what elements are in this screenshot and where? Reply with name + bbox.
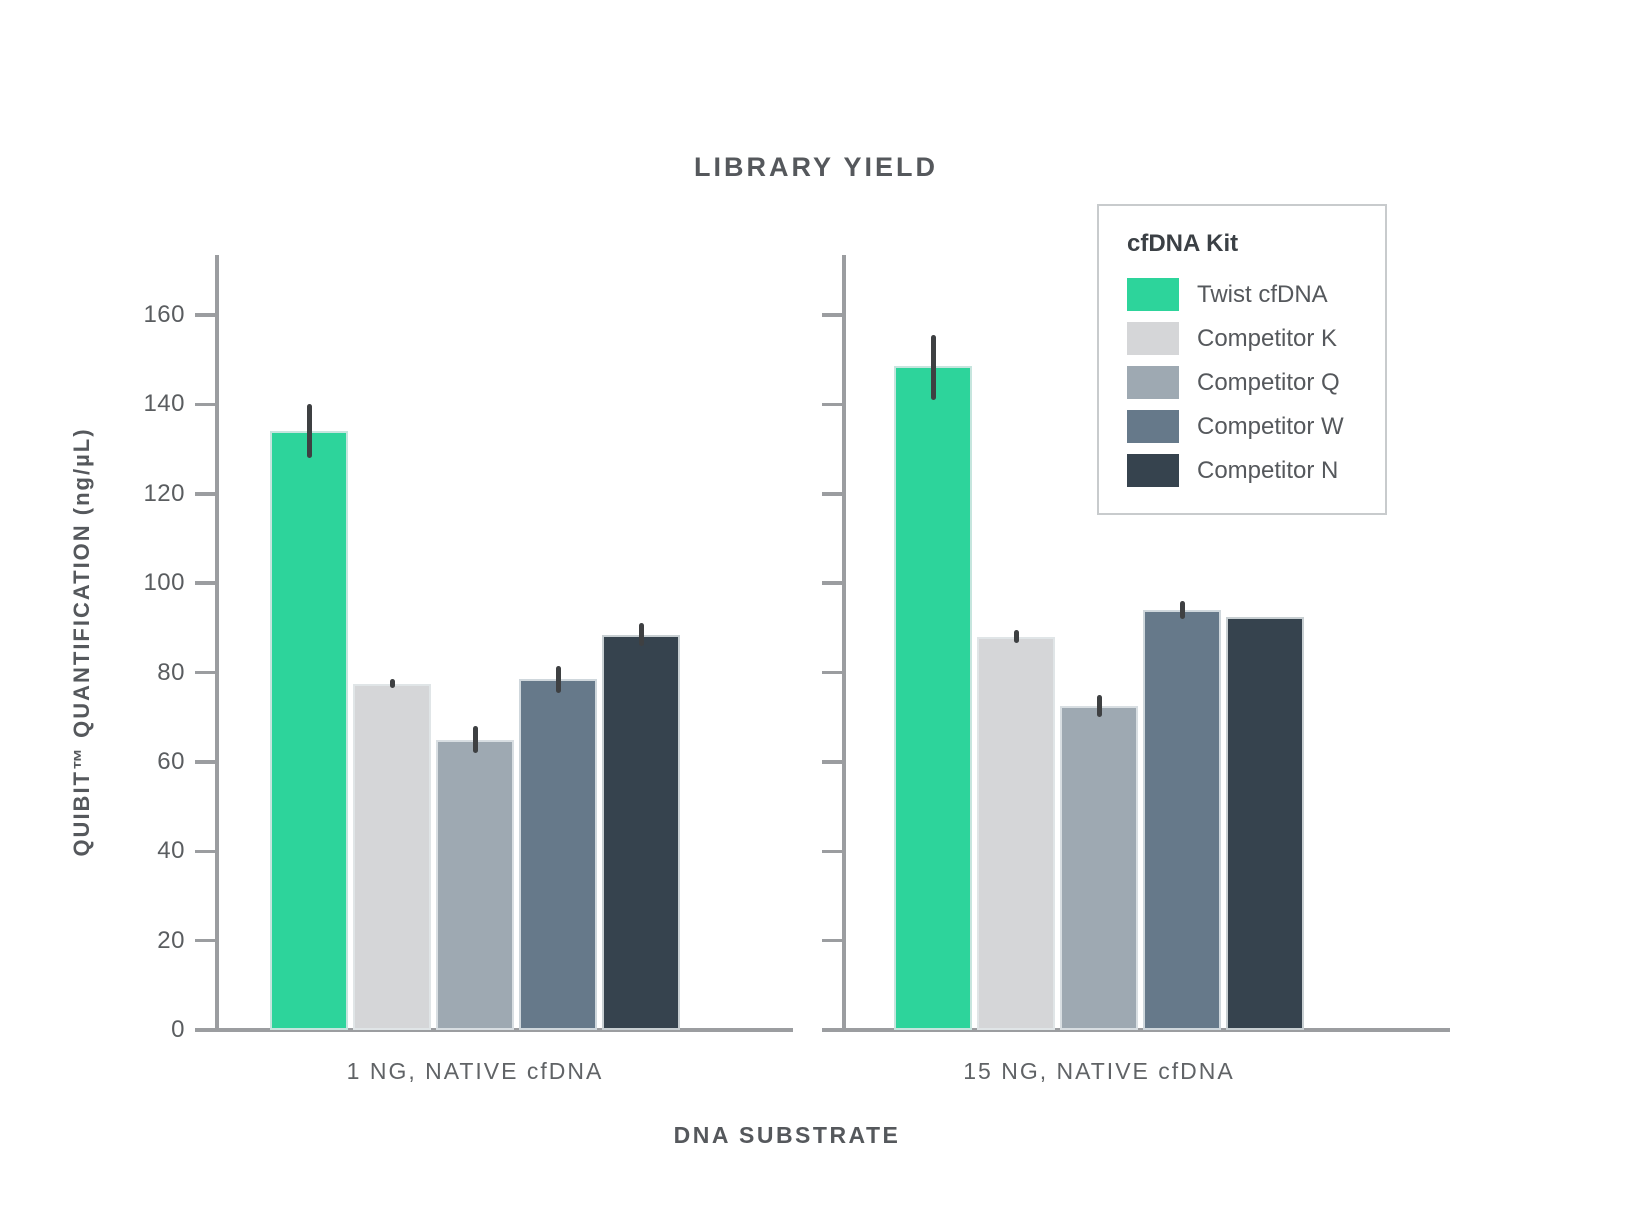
y-axis-tick <box>822 1028 842 1032</box>
legend-item-label: Competitor Q <box>1197 368 1340 396</box>
y-axis-tick <box>822 581 842 585</box>
legend-swatch-competitor-q <box>1127 366 1179 399</box>
bar-competitor-k <box>353 683 431 1030</box>
y-tick-label: 120 <box>143 479 185 507</box>
bar-competitor-q <box>436 739 514 1030</box>
y-axis-label: QUIBIT™ QUANTIFICATION (ng/µL) <box>69 427 94 857</box>
y-axis-tick <box>822 402 842 407</box>
y-axis-tick <box>822 760 842 764</box>
facet-label: 15 NG, NATIVE cfDNA <box>963 1058 1235 1084</box>
error-bar <box>306 404 312 458</box>
y-axis-tick <box>195 492 215 496</box>
facet-label: 1 NG, NATIVE cfDNA <box>346 1058 604 1084</box>
y-axis-tick <box>195 938 215 943</box>
y-axis-tick <box>195 581 215 585</box>
error-bar <box>930 335 936 400</box>
legend: cfDNA Kit Twist cfDNA Competitor K Compe… <box>1097 204 1387 515</box>
legend-item-competitor-q: Competitor Q <box>1127 366 1361 399</box>
legend-item-competitor-n: Competitor N <box>1127 454 1361 487</box>
y-axis-tick <box>195 670 215 675</box>
y-tick-label: 140 <box>143 390 185 418</box>
legend-title: cfDNA Kit <box>1127 230 1239 257</box>
error-bar <box>389 679 395 689</box>
legend-item-label: Competitor N <box>1197 456 1339 484</box>
legend-item-competitor-k: Competitor K <box>1127 322 1361 355</box>
error-bar <box>1179 601 1185 619</box>
y-axis-tick <box>822 492 842 496</box>
bar-twist-cfdna <box>270 431 348 1030</box>
bar-competitor-k <box>977 636 1055 1030</box>
bar-twist-cfdna <box>894 366 972 1030</box>
error-bar <box>472 726 478 753</box>
y-tick-label: 40 <box>157 837 185 865</box>
x-axis-label: DNA SUBSTRATE <box>673 1122 901 1148</box>
legend-swatch-twist-cfdna <box>1127 278 1179 311</box>
legend-item-label: Competitor W <box>1197 412 1344 440</box>
x-axis-line <box>215 1028 793 1032</box>
facet-panel: 15 NG, NATIVE cfDNA <box>822 255 1450 1084</box>
legend-swatch-competitor-n <box>1127 454 1179 487</box>
bar-competitor-q <box>1060 706 1138 1030</box>
legend-item-competitor-w: Competitor W <box>1127 410 1361 443</box>
legend-item-twist-cfdna: Twist cfDNA <box>1127 278 1361 311</box>
y-tick-label: 80 <box>157 658 185 686</box>
error-bar <box>1096 694 1102 718</box>
y-axis-tick <box>195 760 215 764</box>
legend-item-label: Twist cfDNA <box>1197 280 1328 308</box>
bar-competitor-n <box>602 634 680 1030</box>
y-axis-tick <box>822 849 842 853</box>
legend-swatch-competitor-w <box>1127 410 1179 443</box>
y-axis-line <box>842 255 846 1030</box>
legend-item-label: Competitor K <box>1197 324 1338 352</box>
y-tick-label: 0 <box>171 1016 185 1043</box>
error-bar <box>1013 630 1019 644</box>
y-axis-tick <box>195 849 215 853</box>
y-tick-label: 160 <box>143 301 185 328</box>
bar-competitor-w <box>1143 609 1221 1030</box>
y-axis-tick <box>822 670 842 675</box>
bar-competitor-w <box>519 679 597 1030</box>
error-bar <box>555 665 561 693</box>
y-axis-tick <box>195 313 215 317</box>
x-axis-line <box>842 1028 1450 1032</box>
y-tick-label: 60 <box>157 747 185 775</box>
y-tick-label: 100 <box>143 569 185 597</box>
y-axis-line <box>215 255 219 1030</box>
y-axis-tick <box>195 402 215 407</box>
y-axis-tick <box>195 1028 215 1032</box>
error-bar <box>638 623 644 646</box>
bar-competitor-n <box>1226 616 1304 1030</box>
facet-panel: 0 20 40 60 80 100 120 140 160 1 NG, NATIVE cfDNA <box>143 255 793 1084</box>
y-axis-tick <box>822 938 842 943</box>
y-tick-label: 20 <box>157 926 185 954</box>
y-axis-tick <box>822 313 842 317</box>
legend-swatch-competitor-k <box>1127 322 1179 355</box>
chart-title: LIBRARY YIELD <box>693 152 939 182</box>
